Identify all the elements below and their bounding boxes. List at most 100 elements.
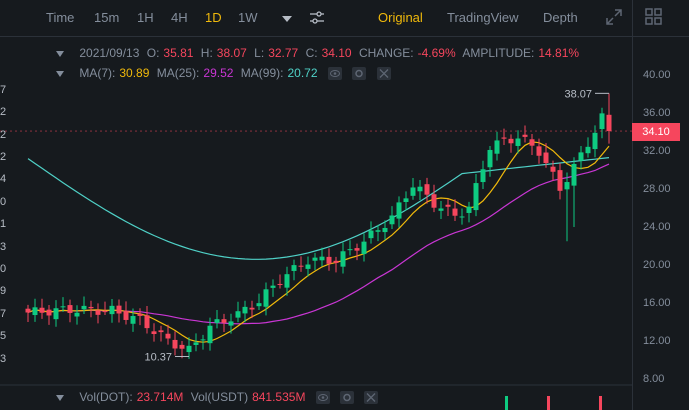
- open-label: O:: [146, 46, 160, 60]
- candle-body: [431, 194, 437, 208]
- candle-body: [592, 132, 598, 150]
- remove-volume-close-icon[interactable]: [364, 391, 379, 405]
- y-tick-label: 24.00: [643, 221, 671, 233]
- candle-body: [466, 206, 472, 213]
- candle-body: [417, 186, 423, 192]
- price-chart[interactable]: 38.07 10.37: [0, 0, 632, 410]
- candle-body: [116, 305, 122, 314]
- candle-body: [312, 257, 318, 261]
- interval-1h[interactable]: 1H: [137, 10, 154, 25]
- interval-1d[interactable]: 1D: [205, 10, 222, 25]
- fullscreen-icon[interactable]: [606, 9, 622, 28]
- last-price-tag: 34.10: [632, 123, 680, 141]
- candle-body: [564, 182, 570, 190]
- left-axis-label: 7: [0, 308, 7, 320]
- candle-body: [193, 342, 199, 345]
- interval-15m[interactable]: 15m: [94, 10, 120, 25]
- candle-body: [473, 183, 479, 211]
- left-axis-label: 5: [0, 330, 7, 342]
- candle-body: [179, 344, 185, 349]
- close-value: 34.10: [321, 46, 352, 60]
- chart-toolbar: Time 15m 1H 4H 1D 1W Original TradingVie…: [0, 0, 689, 36]
- left-axis-label: 9: [0, 285, 7, 297]
- toolbar-divider: [0, 36, 689, 37]
- candle-body: [221, 319, 227, 323]
- y-tick-label: 36.00: [643, 107, 671, 119]
- candle-body: [200, 339, 206, 341]
- collapse-ma-icon[interactable]: [56, 71, 64, 77]
- left-axis-label: 7: [0, 84, 7, 96]
- candle-body: [368, 230, 374, 239]
- candle-body: [459, 216, 465, 218]
- ma99-value: 20.72: [287, 66, 318, 80]
- candle-body: [578, 152, 584, 161]
- candle-body: [277, 283, 283, 285]
- ma7-label: MA(7):: [79, 66, 116, 80]
- left-axis-label: 2: [0, 106, 7, 118]
- time-button[interactable]: Time: [46, 10, 75, 25]
- candle-body: [361, 241, 367, 255]
- volume-bar: [599, 396, 602, 410]
- candle-body: [522, 134, 528, 137]
- hide-volume-eye-icon[interactable]: [315, 391, 330, 405]
- candle-body: [494, 140, 500, 154]
- candle-body: [130, 316, 136, 324]
- left-axis-label: 1: [0, 218, 7, 230]
- candle-body: [67, 305, 73, 313]
- candle-body: [158, 330, 164, 333]
- candle-body: [480, 169, 486, 183]
- candle-body: [88, 306, 94, 309]
- low-label: L:: [254, 46, 265, 60]
- collapse-legend-icon[interactable]: [56, 51, 64, 57]
- ma25-line: [27, 163, 610, 325]
- change-label: CHANGE:: [358, 46, 414, 60]
- indicator-settings-icon[interactable]: [310, 11, 324, 28]
- volume-settings-icon[interactable]: [340, 391, 355, 405]
- hide-ma-eye-icon[interactable]: [327, 67, 342, 81]
- left-axis-label: 0: [0, 196, 7, 208]
- candle-body: [39, 307, 45, 313]
- candle-body: [165, 333, 171, 339]
- candle-body: [151, 331, 157, 335]
- candle-body: [46, 309, 52, 316]
- candle-body: [60, 306, 66, 308]
- candle-body: [340, 251, 346, 267]
- view-tradingview[interactable]: TradingView: [447, 10, 519, 25]
- candle-body: [347, 249, 353, 251]
- vol-usdt-label: Vol(USDT): [190, 390, 249, 404]
- ma-settings-icon[interactable]: [352, 67, 367, 81]
- candle-body: [445, 204, 451, 207]
- close-label: C:: [305, 46, 318, 60]
- candle-body: [585, 146, 591, 154]
- candle-body: [403, 198, 409, 202]
- price-axis[interactable]: 40.00 36.00 32.00 28.00 24.00 20.00 16.0…: [632, 0, 689, 410]
- candle-body: [438, 208, 444, 211]
- layout-grid-icon[interactable]: [645, 8, 662, 28]
- vol-dot-label: Vol(DOT):: [79, 390, 133, 404]
- interval-dropdown-icon[interactable]: [282, 12, 292, 26]
- candle-body: [249, 307, 255, 310]
- candle-body: [228, 321, 234, 326]
- candle-body: [305, 264, 311, 269]
- ma25-value: 29.52: [203, 66, 234, 80]
- candle-body: [242, 306, 248, 314]
- y-tick-label: 20.00: [643, 259, 671, 271]
- view-depth[interactable]: Depth: [543, 10, 578, 25]
- ma-legend: MA(7): 30.89 MA(25): 29.52 MA(99): 20.72: [56, 66, 395, 81]
- y-tick-label: 28.00: [643, 183, 671, 195]
- ma99-label: MA(99):: [240, 66, 284, 80]
- interval-1w[interactable]: 1W: [238, 10, 258, 25]
- candle-body: [333, 260, 339, 263]
- candle-body: [137, 313, 143, 316]
- candle-body: [74, 312, 80, 317]
- y-tick-label: 8.00: [643, 373, 665, 385]
- candle-body: [186, 345, 192, 353]
- y-tick-label: 40.00: [643, 69, 671, 81]
- collapse-volume-icon[interactable]: [56, 395, 64, 401]
- remove-ma-close-icon[interactable]: [376, 67, 391, 81]
- view-original[interactable]: Original: [378, 10, 423, 25]
- candle-body: [109, 305, 115, 315]
- candle-body: [144, 315, 150, 329]
- high-value: 38.07: [216, 46, 247, 60]
- interval-4h[interactable]: 4H: [171, 10, 188, 25]
